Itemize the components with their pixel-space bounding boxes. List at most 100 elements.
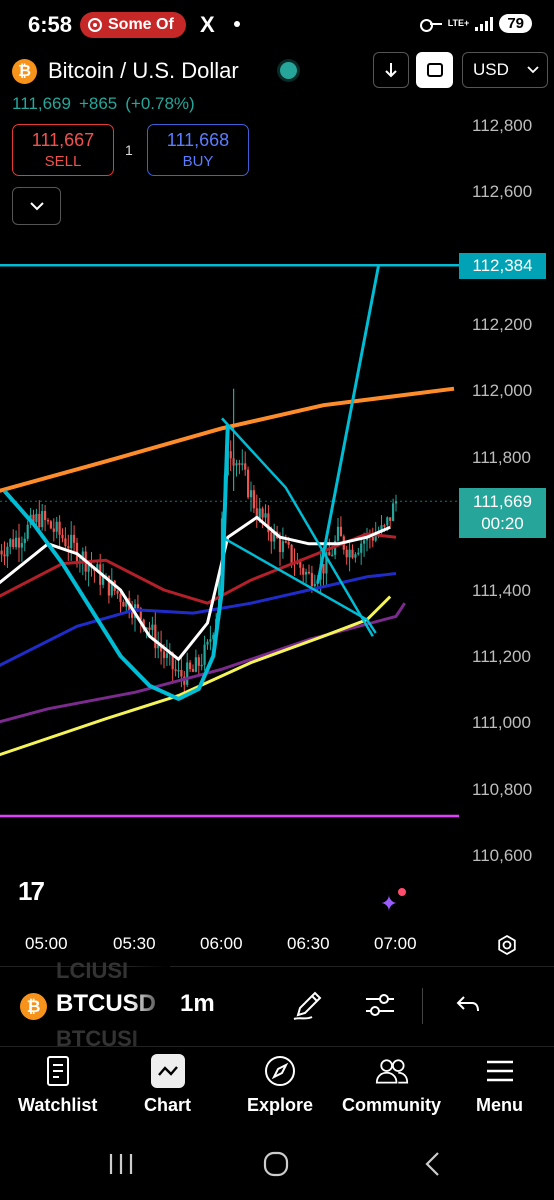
candle-body: [252, 490, 255, 509]
notification-text: Some Of: [108, 16, 174, 33]
home-icon[interactable]: [262, 1150, 290, 1178]
previous-symbol-ghost: LCIUSI: [56, 958, 129, 983]
candle-body: [197, 657, 200, 666]
nav-label: Watchlist: [18, 1095, 98, 1115]
candle-body: [26, 524, 29, 539]
candle-body: [191, 669, 195, 672]
candle-body: [258, 508, 261, 519]
sell-button[interactable]: 111,667 SELL: [12, 124, 114, 176]
nav-menu[interactable]: Menu: [476, 1054, 523, 1116]
candle-body: [389, 517, 392, 521]
chart-settings-icon[interactable]: [496, 934, 518, 956]
candle-body: [394, 501, 398, 504]
toolbar-divider: [422, 988, 423, 1024]
candle-body: [328, 552, 331, 556]
price-axis-label: 110,800: [472, 780, 533, 799]
cup-drawing: [2, 424, 230, 701]
candle-body: [23, 538, 26, 544]
candle-body: [270, 532, 273, 542]
currency-select[interactable]: USD: [462, 52, 548, 88]
candle-body: [267, 513, 270, 533]
hamburger-menu-icon: [483, 1054, 517, 1088]
tradingview-logo: 17: [18, 876, 45, 906]
watchlist-icon: [41, 1054, 75, 1088]
candle-body: [247, 469, 250, 498]
candle-body: [371, 536, 374, 541]
currency-value: USD: [473, 60, 509, 79]
candle-body: [81, 551, 84, 561]
nav-chart[interactable]: Chart: [144, 1054, 191, 1116]
candle-body: [273, 531, 276, 542]
download-button[interactable]: [373, 52, 409, 88]
nav-explore[interactable]: Explore: [247, 1054, 313, 1116]
fullscreen-icon: [426, 63, 443, 77]
current-price-tag: 111,669 00:20: [459, 488, 546, 538]
status-icons: LTE+ 79: [419, 14, 532, 33]
candle-body: [241, 463, 244, 465]
sparkle-icon: ✦: [379, 891, 399, 916]
candle-body: [44, 511, 47, 520]
current-price: 111,669: [473, 492, 532, 511]
ma-purple: [0, 602, 406, 724]
time-axis-label: 05:30: [113, 934, 156, 953]
price-axis-label: 112,800: [472, 116, 533, 135]
buy-button[interactable]: 111,668 BUY: [147, 124, 249, 176]
order-quantity[interactable]: 1: [125, 142, 133, 158]
candle-body: [255, 508, 258, 519]
ai-assistant-button[interactable]: ✦: [370, 886, 408, 922]
alert-price-tag[interactable]: 112,384: [459, 253, 546, 279]
candle-body: [162, 651, 166, 658]
drawing-tools-icon[interactable]: [290, 987, 326, 1023]
candle-body: [139, 608, 142, 620]
network-type: LTE+: [447, 18, 470, 28]
price-chart[interactable]: [0, 0, 554, 966]
x-app-icon: X: [200, 12, 215, 37]
candle-body: [325, 552, 328, 574]
breakout-arrow: [316, 264, 381, 584]
candle-body: [67, 546, 70, 549]
nav-label: Chart: [144, 1095, 192, 1115]
ma-blue: [0, 572, 397, 667]
fullscreen-button[interactable]: [416, 52, 453, 88]
nav-watchlist[interactable]: Watchlist: [18, 1054, 97, 1116]
notification-pill[interactable]: Some Of: [80, 12, 186, 38]
record-icon: [88, 18, 102, 32]
candle-body: [357, 552, 360, 555]
collapse-legend-button[interactable]: [12, 187, 61, 225]
symbol-title[interactable]: Bitcoin / U.S. Dollar: [48, 58, 239, 83]
indicators-settings-icon[interactable]: [362, 987, 398, 1023]
candle-body: [313, 583, 316, 587]
candle-body: [336, 526, 340, 541]
interval-picker[interactable]: 1m: [180, 990, 215, 1017]
candle-body: [305, 571, 308, 575]
candle-body: [119, 593, 122, 603]
candle-body: [310, 573, 313, 587]
candle-body: [151, 624, 154, 630]
time-axis-label: 05:00: [25, 934, 68, 953]
candle-body: [6, 546, 9, 557]
candle-body: [136, 604, 139, 609]
candle-body: [55, 521, 58, 532]
back-icon[interactable]: [422, 1150, 442, 1178]
time-axis-label: 07:00: [374, 934, 417, 953]
candle-body: [360, 543, 363, 553]
candle-body: [278, 537, 282, 553]
candle-body: [354, 554, 357, 558]
candle-body: [290, 544, 293, 563]
candle-body: [96, 564, 99, 571]
nav-label: Community: [342, 1095, 441, 1115]
candle-body: [58, 521, 61, 535]
candle-body: [235, 463, 238, 466]
last-price: 111,669: [12, 94, 71, 113]
undo-icon[interactable]: [450, 987, 486, 1023]
price-axis-label: 111,200: [472, 647, 531, 666]
recent-apps-icon[interactable]: [108, 1152, 134, 1176]
candle-body: [212, 634, 215, 640]
candle-body: [3, 554, 6, 557]
candle-body: [9, 539, 12, 547]
bitcoin-logo-icon: ₿: [12, 59, 37, 84]
nav-community[interactable]: Community: [342, 1054, 441, 1116]
price-change: +865: [78, 94, 118, 113]
candle-body: [160, 645, 163, 652]
nav-label: Explore: [247, 1095, 314, 1115]
